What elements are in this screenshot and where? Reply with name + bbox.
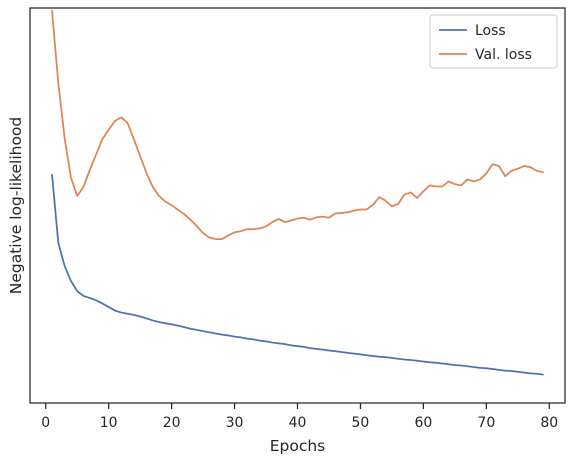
x-axis-ticks: 0 10 20 30 40 50 60 70 80 [41,403,558,431]
series-line-val-loss [51,9,544,240]
x-axis-label: Epochs [270,437,326,455]
x-tick-label: 30 [226,415,244,431]
x-tick-label: 40 [289,415,307,431]
legend-label-val-loss: Val. loss [475,47,532,63]
x-tick-label: 10 [100,415,118,431]
x-tick-label: 70 [477,415,495,431]
x-tick-label: 80 [540,415,558,431]
y-axis-label: Negative log-likelihood [7,117,25,295]
x-tick-label: 0 [41,415,50,431]
x-tick-label: 20 [163,415,181,431]
series-line-loss [51,173,544,376]
x-tick-label: 50 [352,415,370,431]
legend-label-loss: Loss [475,23,506,39]
x-tick-label: 60 [414,415,432,431]
legend: Loss Val. loss [429,14,558,69]
plot-lines [51,9,544,376]
legend-items: Loss Val. loss [439,23,532,63]
